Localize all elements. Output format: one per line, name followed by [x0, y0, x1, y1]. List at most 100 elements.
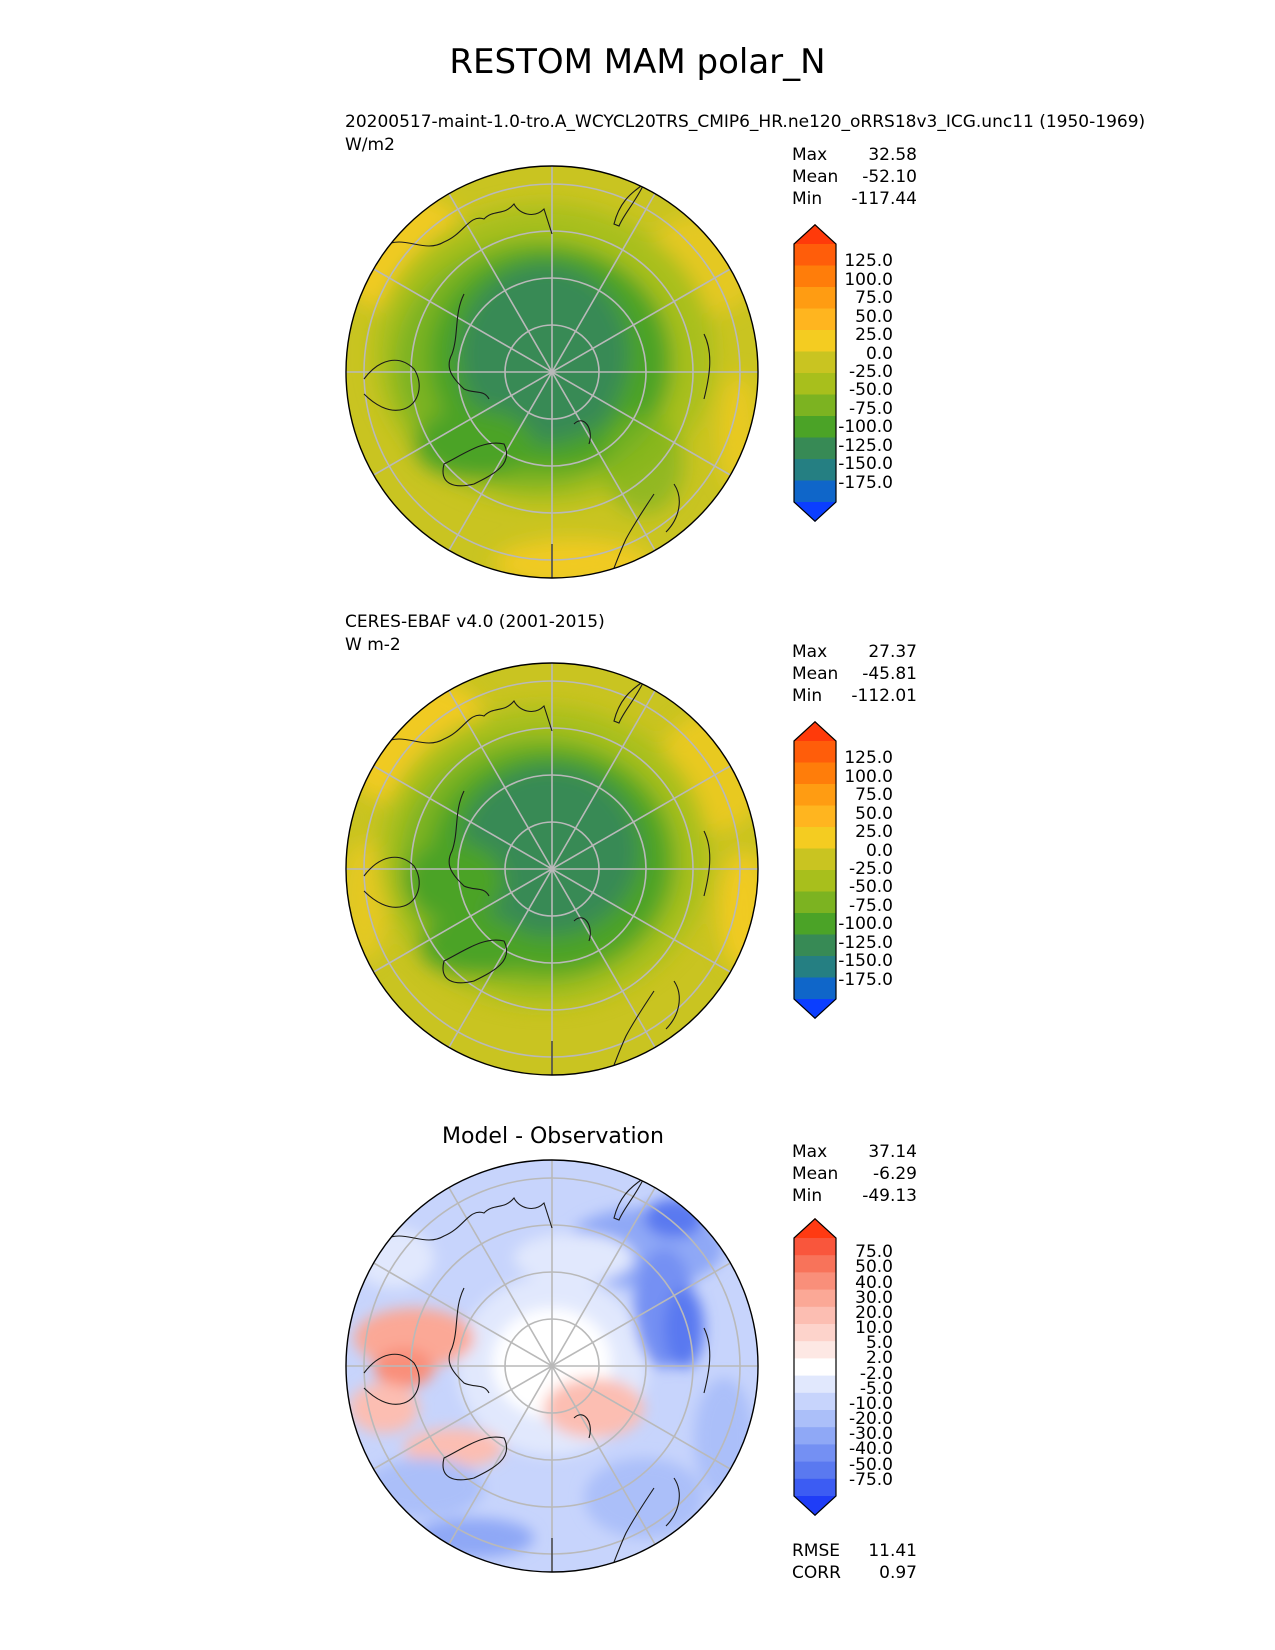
colorbar-segment — [794, 1410, 836, 1428]
colorbar-tick-label: 25.0 — [855, 822, 893, 843]
diff-colorbar — [793, 1218, 837, 1516]
colorbar-segment — [794, 913, 836, 936]
diff-graticule — [346, 1160, 758, 1572]
colorbar-segment — [794, 416, 836, 439]
colorbar-tick-label: -100.0 — [838, 914, 893, 935]
colorbar-tick-label: -75.0 — [849, 895, 893, 916]
diff-coastlines — [363, 1176, 711, 1572]
obs-units: W m-2 — [345, 635, 401, 655]
diff-stat-rmse: RMSE 11.41 — [792, 1541, 917, 1561]
colorbar-tick-label: -175.0 — [838, 472, 893, 493]
colorbar-tick-label: -50.0 — [849, 1454, 893, 1475]
colorbar-extension-bottom — [794, 1496, 836, 1516]
colorbar-segment — [794, 330, 836, 353]
colorbar-segment — [794, 1306, 836, 1325]
colorbar-tick-label: -175.0 — [838, 969, 893, 990]
colorbar-segment — [794, 1358, 836, 1377]
diff-colorbar-labels: 75.0 50.0 40.0 30.0 20.0 10.0 5.0 2.0 -2.0 -5.0 -1… — [835, 1218, 905, 1516]
model-colorbar-labels: 125.0 100.0 75.0 50.0 25.0 0.0 -25.0 -50.0 -75.0… — [835, 224, 905, 522]
colorbar-segment — [794, 1272, 836, 1291]
colorbar-tick-label: 30.0 — [855, 1287, 893, 1308]
model-units: W/m2 — [345, 135, 395, 155]
diff-map-border — [345, 1159, 759, 1573]
colorbar-tick-label: 50.0 — [855, 803, 893, 824]
colorbar-segment — [794, 287, 836, 310]
colorbar-extension-top — [794, 1218, 836, 1238]
model-stat-min: Min -117.44 — [792, 189, 917, 209]
colorbar-tick-label: 0.0 — [865, 840, 893, 861]
colorbar-segment — [794, 977, 836, 1000]
colorbar-segment — [794, 1375, 836, 1394]
colorbar-segment — [794, 956, 836, 979]
obs-subtitle: CERES-EBAF v4.0 (2001-2015) — [345, 612, 605, 632]
colorbar-extension-top — [794, 224, 836, 244]
colorbar-outline — [793, 721, 837, 1019]
model-polar-map — [345, 165, 759, 579]
colorbar-segment — [794, 1324, 836, 1342]
diff-stat-mean: Mean -6.29 — [792, 1164, 917, 1184]
colorbar-tick-label: 10.0 — [855, 1318, 893, 1339]
obs-graticule — [346, 663, 758, 1075]
colorbar-extension-bottom — [794, 999, 836, 1019]
colorbar-tick-label: 100.0 — [844, 766, 893, 787]
diff-heading: Model - Observation — [442, 1124, 664, 1149]
obs-colorbar — [793, 721, 837, 1019]
colorbar-tick-label: -125.0 — [838, 435, 893, 456]
figure-title: RESTOM MAM polar_N — [449, 42, 826, 82]
diff-stats: Max 37.14 Mean -6.29 Min -49.13 — [792, 1141, 917, 1207]
colorbar-tick-label: -50.0 — [849, 877, 893, 898]
obs-stat-mean: Mean -45.81 — [792, 664, 917, 684]
obs-stat-max: Max 27.37 — [792, 642, 917, 662]
colorbar-segment — [794, 351, 836, 374]
colorbar-segment — [794, 805, 836, 828]
colorbar-segment — [794, 934, 836, 957]
colorbar-outline — [793, 224, 837, 522]
obs-stat-min: Min -112.01 — [792, 686, 917, 706]
diff-stat-min: Min -49.13 — [792, 1186, 917, 1206]
colorbar-tick-label: 125.0 — [844, 748, 893, 769]
colorbar-segment — [794, 480, 836, 503]
colorbar-tick-label: -150.0 — [838, 454, 893, 475]
colorbar-segment — [794, 1427, 836, 1445]
diff-stat-corr: CORR 0.97 — [792, 1563, 917, 1583]
colorbar-segment — [794, 308, 836, 331]
obs-stats: Max 27.37 Mean -45.81 Min -112.01 — [792, 641, 917, 707]
colorbar-segment — [794, 1392, 836, 1411]
colorbar-segment — [794, 1478, 836, 1497]
model-stats: Max 32.58 Mean -52.10 Min -117.44 — [792, 144, 917, 210]
colorbar-tick-label: -30.0 — [849, 1424, 893, 1445]
colorbar-tick-label: -150.0 — [838, 951, 893, 972]
colorbar-segment — [794, 870, 836, 893]
diff-polar-map — [345, 1159, 759, 1573]
model-coastlines — [363, 182, 711, 578]
colorbar-tick-label: -100.0 — [838, 417, 893, 438]
diff-extra-stats: RMSE 11.41 CORR 0.97 — [792, 1540, 917, 1584]
colorbar-segment — [794, 1238, 836, 1256]
colorbar-tick-label: -5.0 — [859, 1378, 893, 1399]
colorbar-tick-label: 2.0 — [865, 1348, 893, 1369]
colorbar-tick-label: -10.0 — [849, 1393, 893, 1414]
colorbar-segment — [794, 891, 836, 914]
colorbar-tick-label: 5.0 — [865, 1333, 893, 1354]
model-colorbar — [793, 224, 837, 522]
colorbar-segment — [794, 827, 836, 850]
model-stat-mean: Mean -52.10 — [792, 167, 917, 187]
colorbar-tick-label: 75.0 — [855, 288, 893, 309]
colorbar-tick-label: -20.0 — [849, 1409, 893, 1430]
model-subtitle: 20200517-maint-1.0-tro.A_WCYCL20TRS_CMIP… — [345, 112, 1146, 132]
colorbar-segment — [794, 784, 836, 807]
colorbar-segment — [794, 1289, 836, 1308]
colorbar-tick-label: -75.0 — [849, 398, 893, 419]
obs-coastlines — [363, 679, 711, 1075]
colorbar-tick-label: 50.0 — [855, 306, 893, 327]
colorbar-tick-label: 75.0 — [855, 1242, 893, 1263]
colorbar-tick-label: 25.0 — [855, 325, 893, 346]
colorbar-segment — [794, 1341, 836, 1359]
colorbar-segment — [794, 394, 836, 417]
colorbar-segment — [794, 1444, 836, 1463]
colorbar-tick-label: -125.0 — [838, 932, 893, 953]
colorbar-segment — [794, 244, 836, 267]
colorbar-extension-top — [794, 721, 836, 741]
diff-stat-max: Max 37.14 — [792, 1142, 917, 1162]
colorbar-tick-label: -25.0 — [849, 362, 893, 382]
